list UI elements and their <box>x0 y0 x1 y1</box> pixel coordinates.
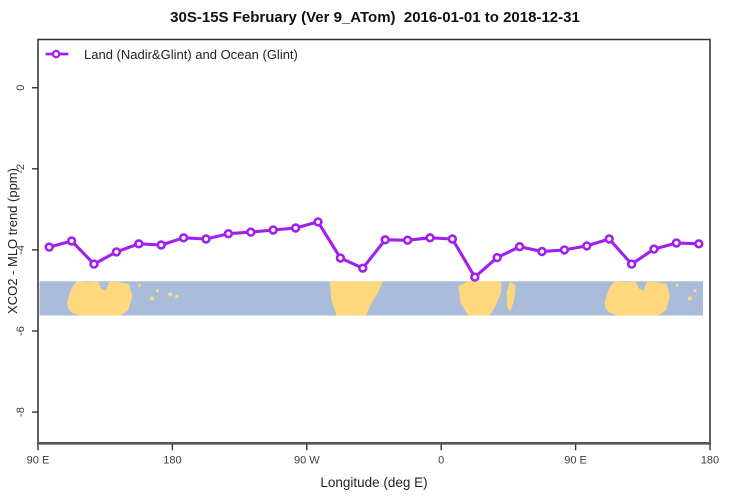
legend-series-marker-icon <box>45 49 69 59</box>
data-point <box>559 245 570 255</box>
island-dot <box>168 292 173 297</box>
data-point <box>246 227 256 237</box>
island-dot <box>121 283 125 288</box>
island-dot <box>496 283 500 286</box>
y-tick-label: -6 <box>15 326 27 336</box>
chart-title: 30S-15S February (Ver 9_ATom) 2016-01-01… <box>170 9 580 26</box>
x-tick-label: 0 <box>438 454 444 466</box>
land-australia <box>604 281 670 316</box>
data-point <box>694 239 704 249</box>
data-point <box>671 238 682 248</box>
data-point <box>290 223 301 233</box>
data-line <box>47 220 701 279</box>
map-band <box>39 281 716 316</box>
island-dot <box>706 292 710 296</box>
data-point <box>358 263 368 273</box>
data-point <box>604 234 614 244</box>
x-tick-label: 90 W <box>294 454 320 466</box>
data-point <box>223 229 234 239</box>
legend: Land (Nadir&Glint) and Ocean (Glint) <box>44 45 298 63</box>
data-point <box>425 233 435 243</box>
data-point <box>447 234 458 244</box>
island-dot <box>658 283 663 288</box>
island-dot <box>665 286 669 290</box>
island-dot <box>175 295 179 299</box>
data-point <box>44 242 54 252</box>
island-dot <box>675 283 679 287</box>
x-tick-label: 180 <box>701 454 719 466</box>
island-dot <box>156 289 159 293</box>
data-point <box>89 259 99 269</box>
data-point <box>156 240 166 250</box>
data-point <box>582 241 592 251</box>
y-tick-label: -4 <box>15 245 27 255</box>
data-point <box>335 253 346 263</box>
y-axis-ticks: 0 -2 -4 -6 -8 <box>15 85 38 417</box>
x-axis-ticks: 90 E 180 90 W 0 90 E 180 <box>27 444 719 466</box>
island-dot <box>127 286 131 290</box>
y-tick-label: -2 <box>15 164 27 174</box>
data-point <box>492 252 502 263</box>
y-tick-label: -8 <box>15 407 27 417</box>
x-tick-label: 90 E <box>564 454 587 466</box>
data-point <box>402 235 413 245</box>
data-point <box>313 217 323 227</box>
land-africa <box>458 281 502 316</box>
data-point <box>201 234 211 244</box>
data-point <box>111 247 122 257</box>
data-point <box>470 272 480 282</box>
data-point <box>268 225 278 235</box>
data-point <box>134 239 144 249</box>
island-dot <box>693 289 697 293</box>
series-land-ocean <box>44 217 704 282</box>
island-dot <box>150 296 155 301</box>
y-tick-label: 0 <box>15 85 27 91</box>
data-point <box>66 236 77 246</box>
data-point <box>649 244 659 254</box>
data-point <box>514 242 525 252</box>
land-australia <box>67 281 133 316</box>
island-dot <box>138 283 141 287</box>
land-madagascar <box>506 281 516 312</box>
data-point <box>537 246 547 257</box>
island-dot <box>687 296 692 301</box>
data-point <box>626 259 637 269</box>
legend-series-label: Land (Nadir&Glint) and Ocean (Glint) <box>84 46 298 62</box>
land-south-america <box>329 281 383 316</box>
data-point <box>380 235 390 245</box>
x-tick-label: 90 E <box>27 454 50 466</box>
x-tick-label: 180 <box>163 454 181 466</box>
data-point <box>178 233 189 243</box>
island-dot <box>713 295 716 298</box>
x-axis-label: Longitude (deg E) <box>320 475 428 490</box>
